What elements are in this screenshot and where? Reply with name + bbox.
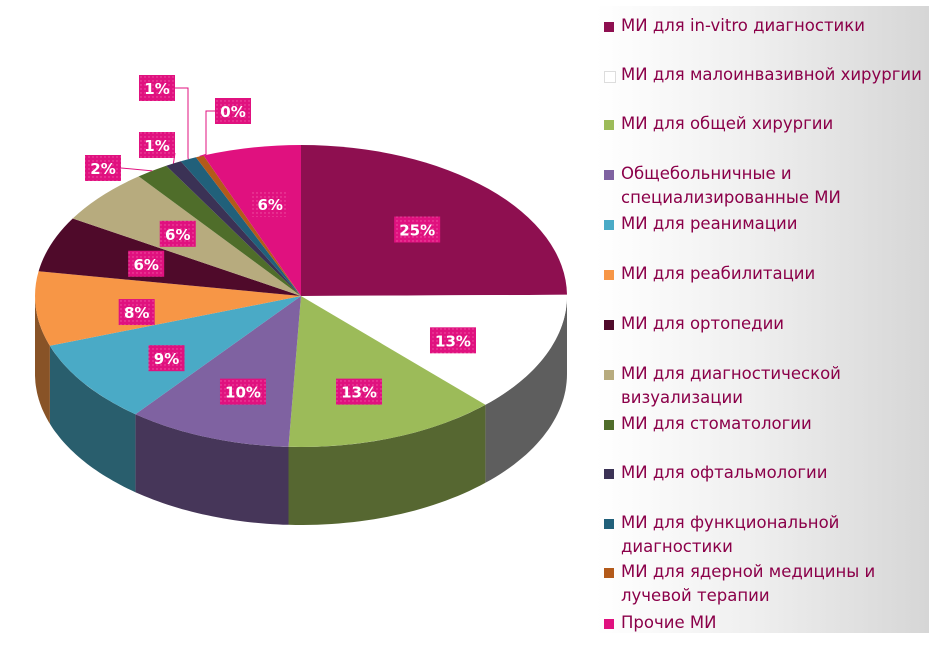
pie-slice-10 [180, 157, 301, 296]
pie-chart: 25% 13% 13% 10% 9% 8% 6% 6% 2% 1% 1% 0% 6% [35, 75, 568, 525]
legend-label: МИ для офтальмологии [621, 463, 828, 482]
data-label-7: 6% [159, 220, 196, 247]
svg-text:9%: 9% [154, 350, 179, 368]
legend-swatch [604, 619, 614, 629]
data-label-9: 1% [139, 132, 175, 158]
pie-side-4 [49, 345, 136, 493]
legend-swatch [604, 568, 614, 578]
chart-legend: МИ для in-vitro диагностики МИ для малоин… [596, 6, 929, 633]
data-label-11: 0% [215, 98, 251, 124]
data-label-2: 13% [336, 378, 383, 405]
data-label-0: 25% [394, 216, 441, 243]
legend-label: МИ для стоматологии [621, 414, 812, 433]
legend-label: МИ для общей хирургии [621, 114, 834, 133]
pie-slice-3 [135, 296, 301, 447]
legend-label: МИ для ядерной медицины и лучевой терапи… [621, 562, 876, 605]
legend-swatch [604, 270, 614, 280]
svg-text:0%: 0% [220, 103, 245, 121]
legend-swatch [604, 170, 614, 180]
legend-swatch [604, 420, 614, 430]
leader-line-8 [120, 167, 153, 172]
data-label-1: 13% [429, 327, 476, 354]
legend-swatch [604, 220, 614, 230]
svg-text:6%: 6% [258, 196, 283, 214]
leader-line-10 [175, 87, 189, 160]
data-label-10: 1% [139, 75, 175, 101]
data-label-6: 6% [128, 250, 165, 277]
svg-text:13%: 13% [341, 384, 377, 402]
svg-text:6%: 6% [133, 256, 158, 274]
pie-side-1 [485, 296, 567, 483]
legend-swatch [604, 469, 614, 479]
pie-slice-6 [38, 218, 301, 296]
legend-label: МИ для in-vitro диагностики [621, 16, 865, 35]
svg-text:10%: 10% [225, 384, 261, 402]
legend-swatch [604, 22, 614, 32]
pie-slice-12 [203, 145, 301, 296]
legend-swatch [604, 370, 614, 380]
legend-label: Общебольничные и специализированные МИ [621, 164, 841, 207]
svg-text:13%: 13% [435, 332, 471, 350]
legend-label: МИ для диагностической визуализации [621, 364, 841, 407]
pie-side-2 [288, 404, 486, 525]
legend-label: МИ для ортопедии [621, 314, 785, 333]
legend-swatch [604, 320, 614, 330]
svg-text:1%: 1% [144, 80, 169, 98]
pie-side-3 [135, 414, 289, 525]
svg-text:6%: 6% [165, 226, 190, 244]
legend-label: МИ для малоинвазивной хирургии [621, 65, 922, 84]
svg-text:1%: 1% [144, 137, 169, 155]
pie-slice-2 [288, 296, 486, 447]
data-label-12: 6% [252, 191, 289, 218]
legend-label: Прочие МИ [621, 613, 717, 632]
legend-swatch [604, 519, 614, 529]
pie-slice-11 [195, 155, 301, 296]
pie-slice-9 [166, 161, 301, 296]
leader-line-11 [199, 110, 215, 157]
svg-text:2%: 2% [90, 160, 115, 178]
data-label-3: 10% [219, 378, 266, 405]
legend-label: МИ для реанимации [621, 214, 798, 233]
data-label-4: 9% [148, 345, 185, 372]
pie-slice-5 [35, 271, 301, 346]
legend-swatch [604, 71, 616, 83]
data-label-5: 8% [118, 299, 155, 326]
pie-side-5 [35, 296, 50, 424]
pie-slice-8 [138, 165, 301, 296]
legend-swatch [604, 120, 614, 130]
data-label-8: 2% [85, 155, 121, 181]
svg-text:25%: 25% [399, 222, 435, 240]
svg-text:8%: 8% [124, 304, 149, 322]
legend-label: МИ для функциональной диагностики [621, 513, 840, 556]
legend-label: МИ для реабилитации [621, 264, 816, 283]
